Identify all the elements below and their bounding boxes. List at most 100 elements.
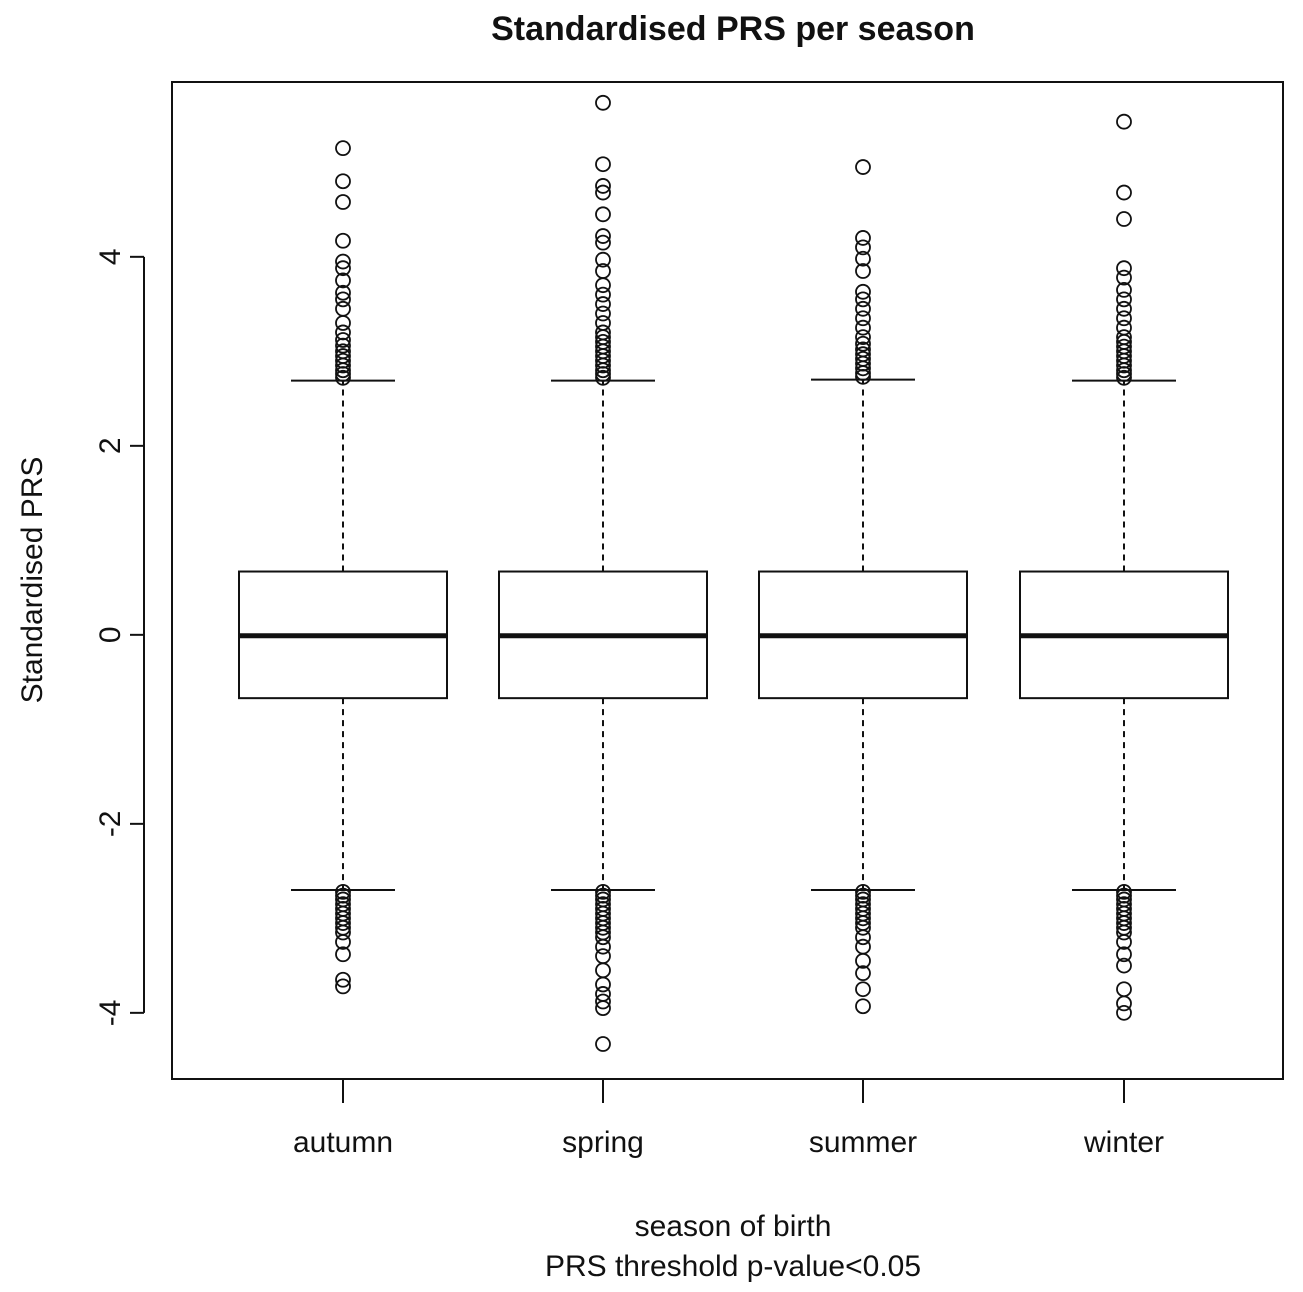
box-autumn [238,140,448,995]
outlier-point [335,324,351,341]
outlier-point [1116,934,1132,950]
outlier-point [595,333,611,350]
outlier-point [855,230,871,246]
outlier-point [1116,113,1132,130]
outlier-point [1116,981,1132,998]
box-summer [758,159,968,1015]
outlier-point [595,296,611,312]
outlier-point [595,919,611,936]
outlier-point [595,1036,611,1052]
box-series [238,94,1229,1052]
outlier-point [1116,957,1132,974]
outlier-point [855,300,871,317]
box-winter [1019,113,1229,1021]
outlier-point [335,934,351,950]
outlier-point [595,1000,611,1017]
outlier-point [855,938,871,955]
outlier-point [335,343,351,360]
outlier-point [595,277,611,294]
outlier-point [335,173,351,190]
outlier-point [595,962,611,979]
outlier-point [595,94,611,111]
outlier-point [855,981,871,998]
outlier-point [1116,995,1132,1012]
outlier-point [595,206,611,223]
outlier-point [335,883,351,900]
outlier-point [855,998,871,1015]
outlier-point [1116,915,1132,931]
y-axis: -4 -2 0 2 4 [94,248,145,1026]
outlier-point [335,260,351,277]
outlier-point [335,253,351,270]
outlier-point [595,178,611,194]
outlier-point [855,310,871,327]
outlier-point [595,369,611,386]
outlier-point [335,924,351,941]
outlier-point [595,315,611,331]
outlier-point [855,250,871,267]
y-axis-label: Standardised PRS [16,457,49,704]
outlier-point [335,352,351,369]
outlier-point [595,929,611,946]
outlier-point [855,919,871,936]
outlier-point [855,239,871,256]
outlier-point [335,946,351,963]
y-tick-label: -2 [94,810,127,837]
outlier-point [335,284,351,301]
x-axis-subtitle: PRS threshold p-value<0.05 [545,1250,921,1283]
outlier-point [1116,291,1132,308]
outlier-point [855,159,871,175]
outlier-point [1116,269,1132,286]
x-tick-label-autumn: autumn [293,1126,393,1159]
outlier-point [1116,1004,1132,1021]
outlier-point [595,184,611,201]
outlier-point [335,272,351,289]
outlier-point [855,952,871,969]
outlier-point [1116,924,1132,941]
outlier-point [855,346,871,363]
outlier-point [335,140,351,157]
outlier-point [595,324,611,341]
outlier-point [595,228,611,244]
outlier-point [1116,211,1132,227]
outlier-point [1116,310,1132,327]
outlier-point [335,915,351,931]
outlier-point [335,232,351,249]
outlier-point [335,291,351,308]
outlier-point [335,978,351,995]
x-axis-label: season of birth [635,1210,832,1243]
outlier-point [1116,282,1132,298]
x-axis: autumn spring summer winter [293,1078,1164,1159]
outlier-point [1116,369,1132,386]
outlier-point [1116,184,1132,201]
outlier-point [855,329,871,346]
outlier-point [855,291,871,308]
outlier-point [1116,319,1132,336]
y-tick-label: 2 [94,437,127,454]
outlier-point [595,993,611,1010]
outlier-point [595,948,611,965]
outlier-point [855,283,871,300]
y-tick-label: 0 [94,626,127,643]
x-tick-label-winter: winter [1083,1126,1164,1159]
outlier-point [855,929,871,946]
outlier-point [335,332,351,348]
outlier-point [1116,946,1132,963]
outlier-point [335,369,351,386]
outlier-point [855,910,871,927]
outlier-point [855,341,871,358]
outlier-point [595,976,611,993]
outlier-point [595,938,611,955]
outlier-point [1116,329,1132,346]
outlier-point [855,319,871,336]
outlier-point [335,348,351,364]
outlier-point [595,305,611,322]
outlier-point [595,883,611,900]
outlier-point [855,263,871,279]
outlier-point [335,971,351,988]
outlier-point [595,286,611,303]
outlier-point [335,194,351,210]
outlier-point [595,234,611,251]
